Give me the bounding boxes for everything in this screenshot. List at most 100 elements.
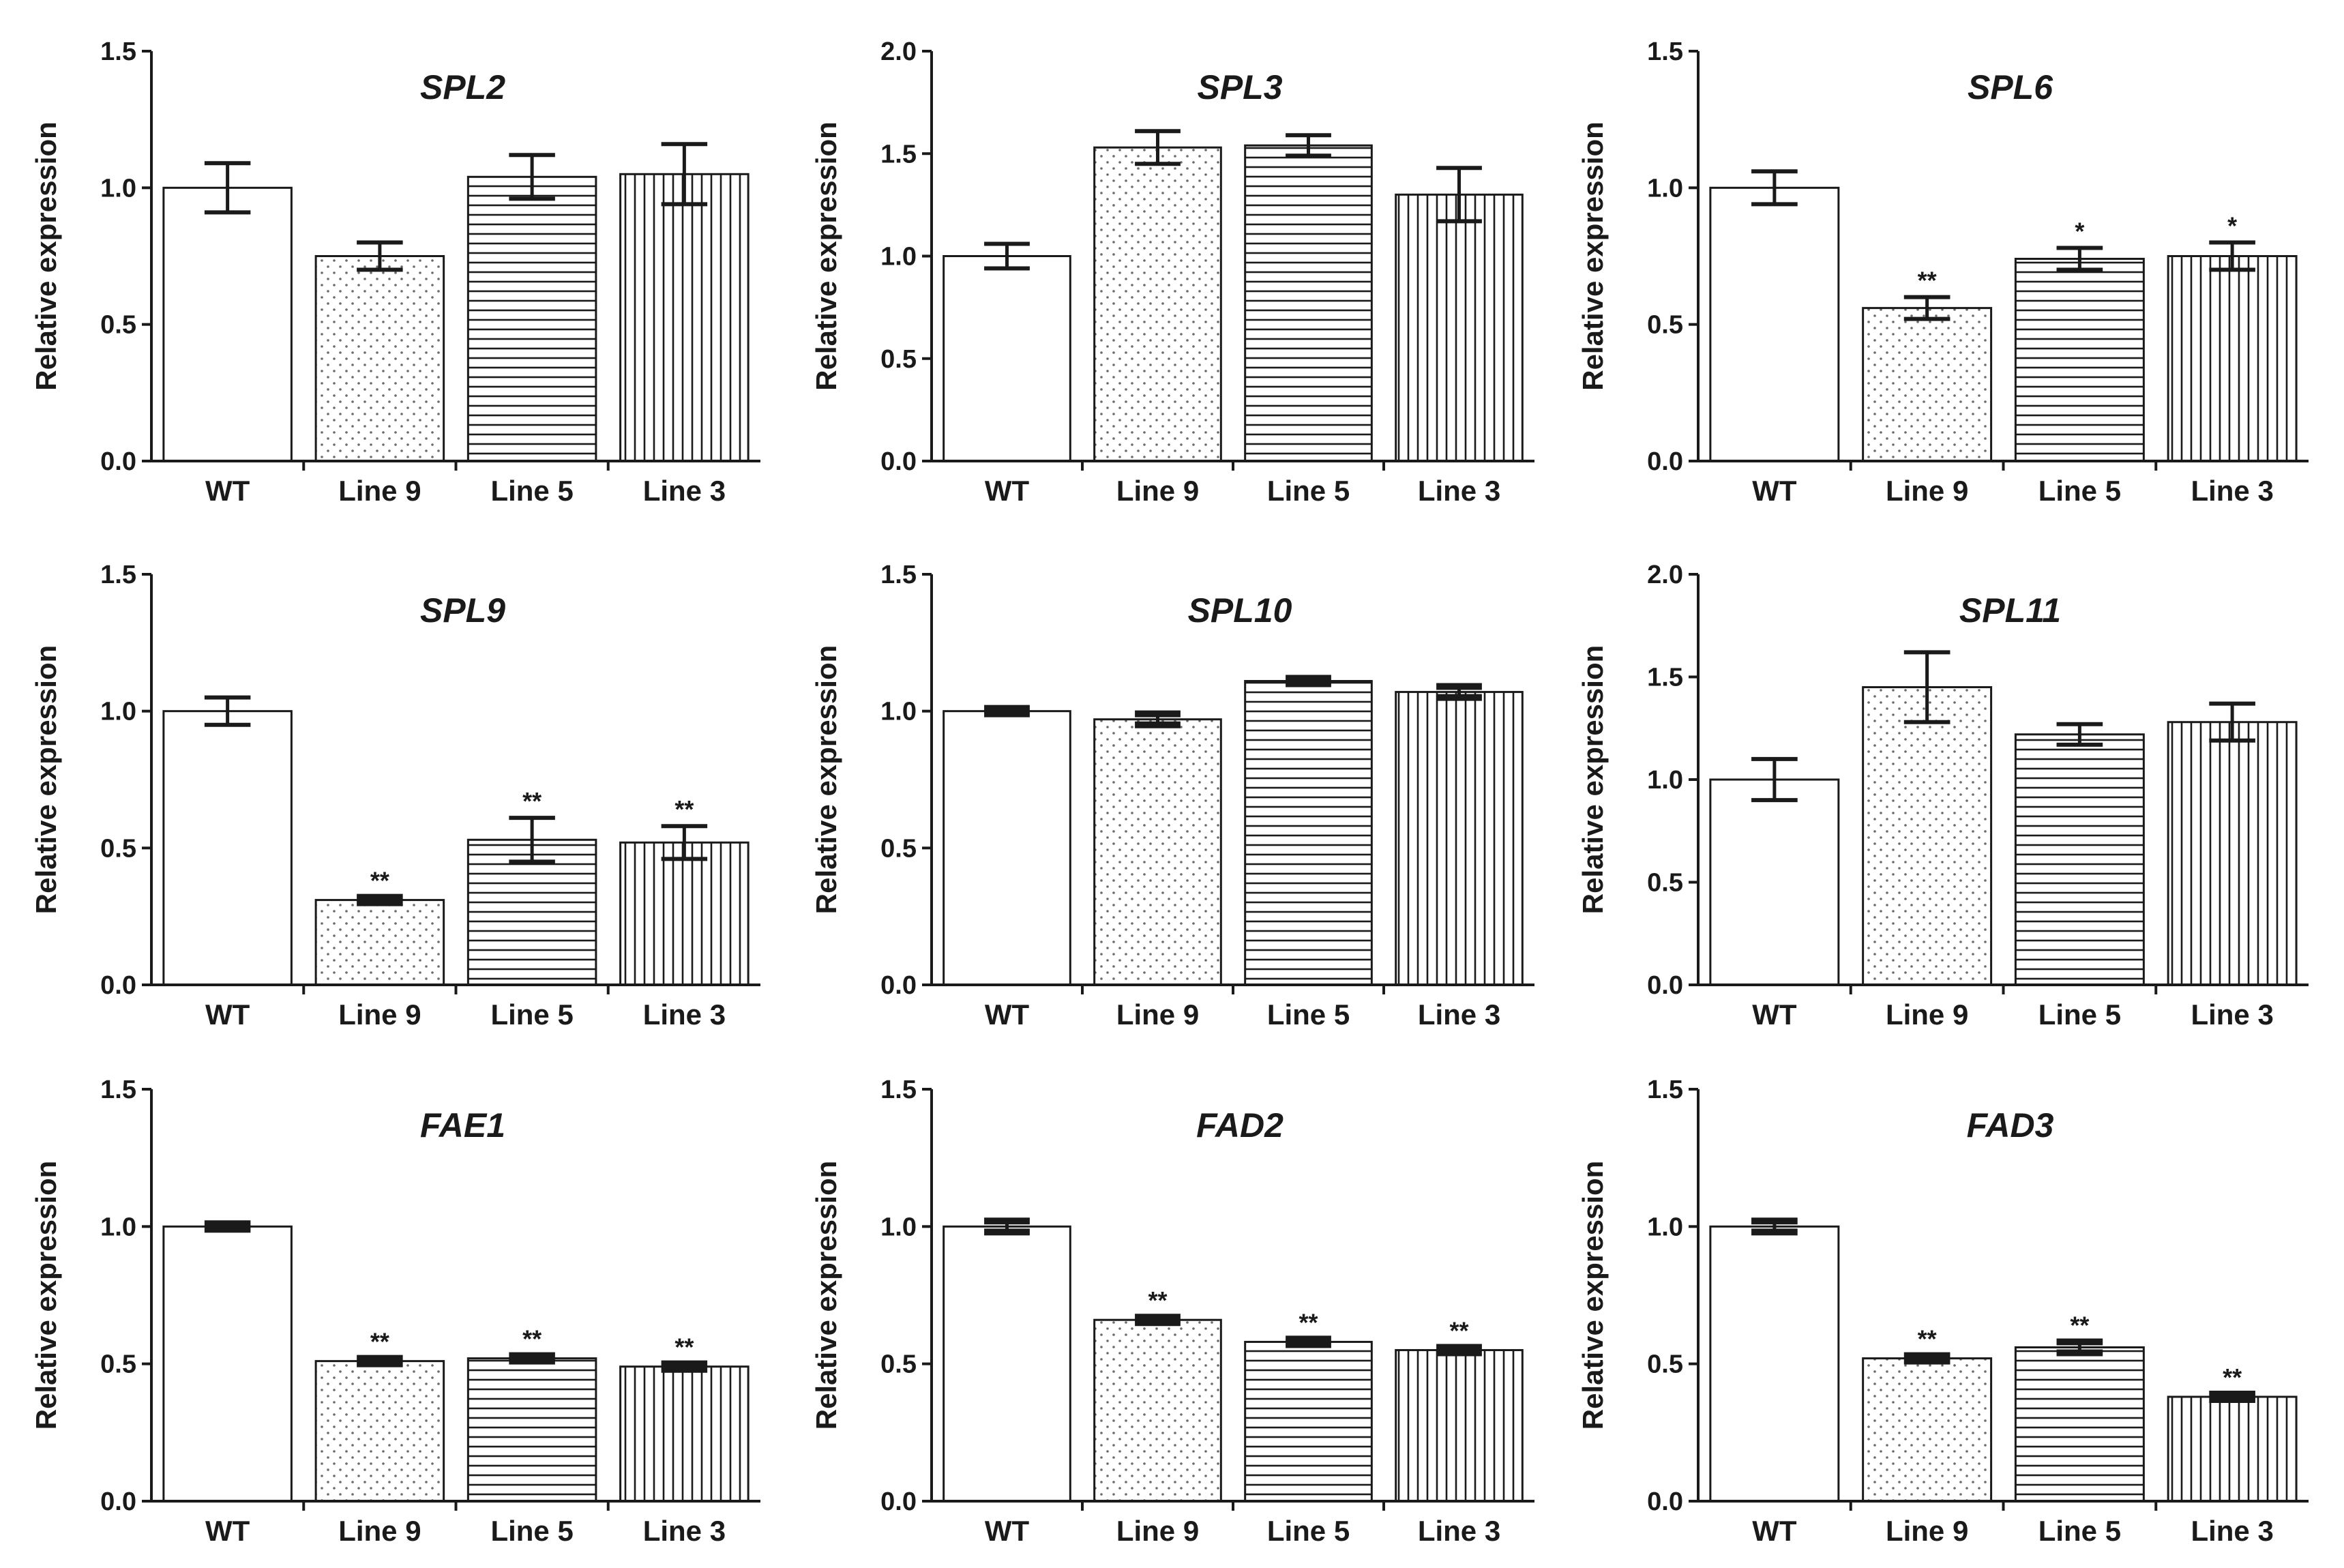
y-tick-label: 1.5 <box>880 561 917 589</box>
category-label: Line 5 <box>490 1515 573 1547</box>
y-tick-label: 1.0 <box>880 243 917 271</box>
category-label: Line 9 <box>1886 475 1968 507</box>
bar-line-5 <box>466 1357 597 1503</box>
y-axis-title: Relative expression <box>1577 1161 1609 1430</box>
significance-label: ** <box>1449 1317 1468 1345</box>
y-axis-title: Relative expression <box>810 1161 842 1430</box>
significance-label: ** <box>370 867 389 895</box>
category-label: Line 3 <box>1418 999 1500 1031</box>
y-tick-label: 1.0 <box>880 1213 917 1241</box>
y-tick-label: 0.5 <box>1647 311 1683 340</box>
chart-panel-fae1: WT ** Line 9 ** Line 5 ** Line 3 0.0 0.5 1.0 1.5 Re… <box>30 1076 760 1547</box>
chart-panel-spl10: WT Line 9 Line 5 Line 3 0.0 0.5 1.0 1.5 Relative… <box>810 561 1534 1031</box>
category-label: Line 5 <box>2038 1515 2121 1547</box>
category-label: WT <box>205 475 250 507</box>
bar-wt <box>943 255 1071 462</box>
bar-line-5 <box>1244 1340 1373 1503</box>
y-tick-label: 0.5 <box>100 834 136 863</box>
category-label: WT <box>985 1515 1030 1547</box>
y-tick-label: 1.5 <box>880 1076 917 1104</box>
bar-line-5 <box>466 175 597 462</box>
y-axis-title: Relative expression <box>810 121 842 391</box>
y-tick-label: 1.5 <box>1647 664 1683 692</box>
y-tick-label: 1.0 <box>1647 174 1683 203</box>
significance-label: * <box>2227 211 2237 239</box>
bar-line-3 <box>2167 255 2298 462</box>
y-tick-label: 0.0 <box>880 1488 917 1516</box>
bar-line-3 <box>619 1365 750 1503</box>
y-tick-label: 0.5 <box>100 311 136 340</box>
chart-panel-fad3: WT ** Line 9 ** Line 5 ** Line 3 0.0 0.5 1.0 1.5 Re… <box>1577 1076 2309 1547</box>
bar-line-5 <box>2014 733 2145 986</box>
category-label: Line 9 <box>1886 1515 1968 1547</box>
significance-label: ** <box>2223 1363 2242 1391</box>
y-tick-label: 0.0 <box>1647 971 1683 1000</box>
bar-line-9 <box>1862 307 1993 462</box>
chart-title: FAD3 <box>1967 1106 2054 1144</box>
bar-line-9 <box>1862 686 1993 986</box>
y-tick-label: 0.0 <box>100 971 136 1000</box>
significance-label: ** <box>1918 267 1937 295</box>
category-label: Line 5 <box>1267 475 1350 507</box>
y-tick-label: 0.0 <box>880 971 917 1000</box>
y-tick-label: 1.5 <box>100 38 136 66</box>
category-label: Line 5 <box>490 999 573 1031</box>
bar-wt <box>162 710 293 986</box>
chart-title: FAD2 <box>1196 1106 1284 1144</box>
chart-title: FAE1 <box>420 1106 505 1144</box>
y-axis-title: Relative expression <box>30 121 62 391</box>
chart-title: SPL3 <box>1197 68 1282 106</box>
bar-line-9 <box>1862 1357 1993 1503</box>
category-label: Line 5 <box>2038 999 2121 1031</box>
y-tick-label: 0.5 <box>1647 869 1683 898</box>
category-label: Line 3 <box>643 999 726 1031</box>
significance-label: ** <box>1299 1308 1318 1336</box>
bar-wt <box>943 1225 1071 1503</box>
y-tick-label: 1.0 <box>1647 766 1683 795</box>
bar-line-9 <box>314 1360 445 1503</box>
bar-line-5 <box>466 838 597 986</box>
category-label: WT <box>1752 475 1797 507</box>
significance-label: ** <box>1148 1286 1167 1314</box>
bar-line-9 <box>1093 718 1222 986</box>
y-tick-label: 1.5 <box>100 1076 136 1104</box>
y-tick-label: 1.0 <box>100 698 136 726</box>
bar-line-5 <box>1244 680 1373 986</box>
category-label: Line 3 <box>2191 999 2273 1031</box>
chart-panel-spl9: WT ** Line 9 ** Line 5 ** Line 3 0.0 0.5 1.0 1.5 Re… <box>30 561 760 1031</box>
significance-label: ** <box>674 1333 694 1361</box>
chart-panel-spl6: WT ** Line 9 * Line 5 * Line 3 0.0 0.5 1.0 1.5 Rela… <box>1577 38 2309 507</box>
chart-title: SPL2 <box>420 68 505 106</box>
category-label: WT <box>205 999 250 1031</box>
category-label: WT <box>985 999 1030 1031</box>
category-label: Line 3 <box>1418 475 1500 507</box>
chart-title: SPL9 <box>420 591 505 630</box>
chart-title: SPL10 <box>1188 591 1292 630</box>
bar-line-3 <box>2167 1395 2298 1503</box>
bar-line-3 <box>619 173 750 462</box>
bar-wt <box>1709 778 1840 986</box>
category-label: Line 9 <box>1886 999 1968 1031</box>
y-axis-title: Relative expression <box>1577 645 1609 915</box>
y-tick-label: 0.5 <box>100 1350 136 1379</box>
bar-wt <box>1709 186 1840 462</box>
y-tick-label: 2.0 <box>880 38 917 66</box>
y-tick-label: 1.0 <box>100 1213 136 1241</box>
significance-label: ** <box>674 795 694 823</box>
category-label: Line 5 <box>1267 999 1350 1031</box>
bar-line-5 <box>2014 258 2145 462</box>
chart-panel-spl3: WT Line 9 Line 5 Line 3 0.0 0.5 1.0 1.5 2.0 Relat… <box>810 38 1534 507</box>
category-label: Line 5 <box>2038 475 2121 507</box>
y-tick-label: 0.0 <box>1647 447 1683 476</box>
y-axis-title: Relative expression <box>1577 121 1609 391</box>
y-axis-title: Relative expression <box>810 645 842 915</box>
category-label: Line 9 <box>338 1515 421 1547</box>
y-tick-label: 0.0 <box>880 447 917 476</box>
y-axis-title: Relative expression <box>30 1161 62 1430</box>
bar-line-3 <box>1395 193 1524 462</box>
bar-line-5 <box>2014 1346 2145 1503</box>
bar-wt <box>943 710 1071 986</box>
bar-line-5 <box>1244 144 1373 462</box>
category-label: WT <box>985 475 1030 507</box>
